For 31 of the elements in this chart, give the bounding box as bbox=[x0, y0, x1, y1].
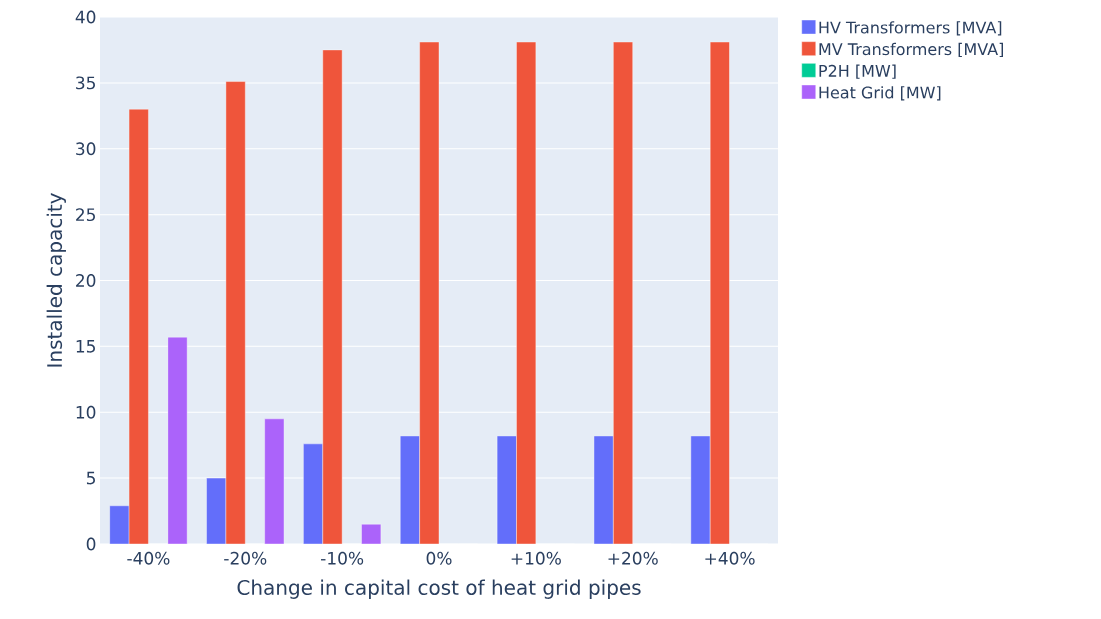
y-axis-title: Installed capacity bbox=[46, 193, 66, 367]
y-tick-label: 10 bbox=[76, 405, 96, 419]
y-tick-label: 40 bbox=[75, 10, 96, 24]
x-tick-label: -20% bbox=[224, 551, 267, 565]
bar bbox=[129, 109, 149, 544]
y-tick-label: 20 bbox=[76, 274, 96, 287]
x-tick-label: +10% bbox=[511, 551, 561, 565]
x-tick-label: -40% bbox=[127, 551, 170, 565]
legend-label: MV Transformers [MVA] bbox=[819, 42, 1003, 58]
bar bbox=[322, 49, 343, 544]
y-tick-label: 0 bbox=[86, 537, 96, 551]
bar bbox=[225, 81, 246, 544]
bar bbox=[264, 418, 285, 544]
legend-label: P2H [MW] bbox=[819, 64, 896, 79]
bar bbox=[167, 337, 188, 544]
legend-label: HV Transformers [MVA] bbox=[819, 21, 1002, 36]
bar bbox=[613, 42, 633, 544]
bar bbox=[710, 41, 730, 544]
x-tick-label: -10% bbox=[321, 551, 364, 565]
x-tick-label: 0% bbox=[426, 551, 452, 565]
y-tick-label: 25 bbox=[76, 208, 95, 222]
y-tick-label: 15 bbox=[76, 340, 95, 353]
x-tick-label: +40% bbox=[705, 551, 755, 565]
y-tick-label: 30 bbox=[76, 142, 96, 156]
legend-label: Heat Grid [MW] bbox=[819, 86, 941, 101]
x-tick-label: +20% bbox=[608, 551, 658, 565]
y-tick-label: 35 bbox=[76, 76, 95, 90]
x-axis-title: Change in capital cost of heat grid pipes bbox=[237, 579, 641, 599]
bar bbox=[516, 42, 536, 544]
bar bbox=[419, 42, 439, 544]
y-tick-label: 5 bbox=[86, 471, 95, 485]
